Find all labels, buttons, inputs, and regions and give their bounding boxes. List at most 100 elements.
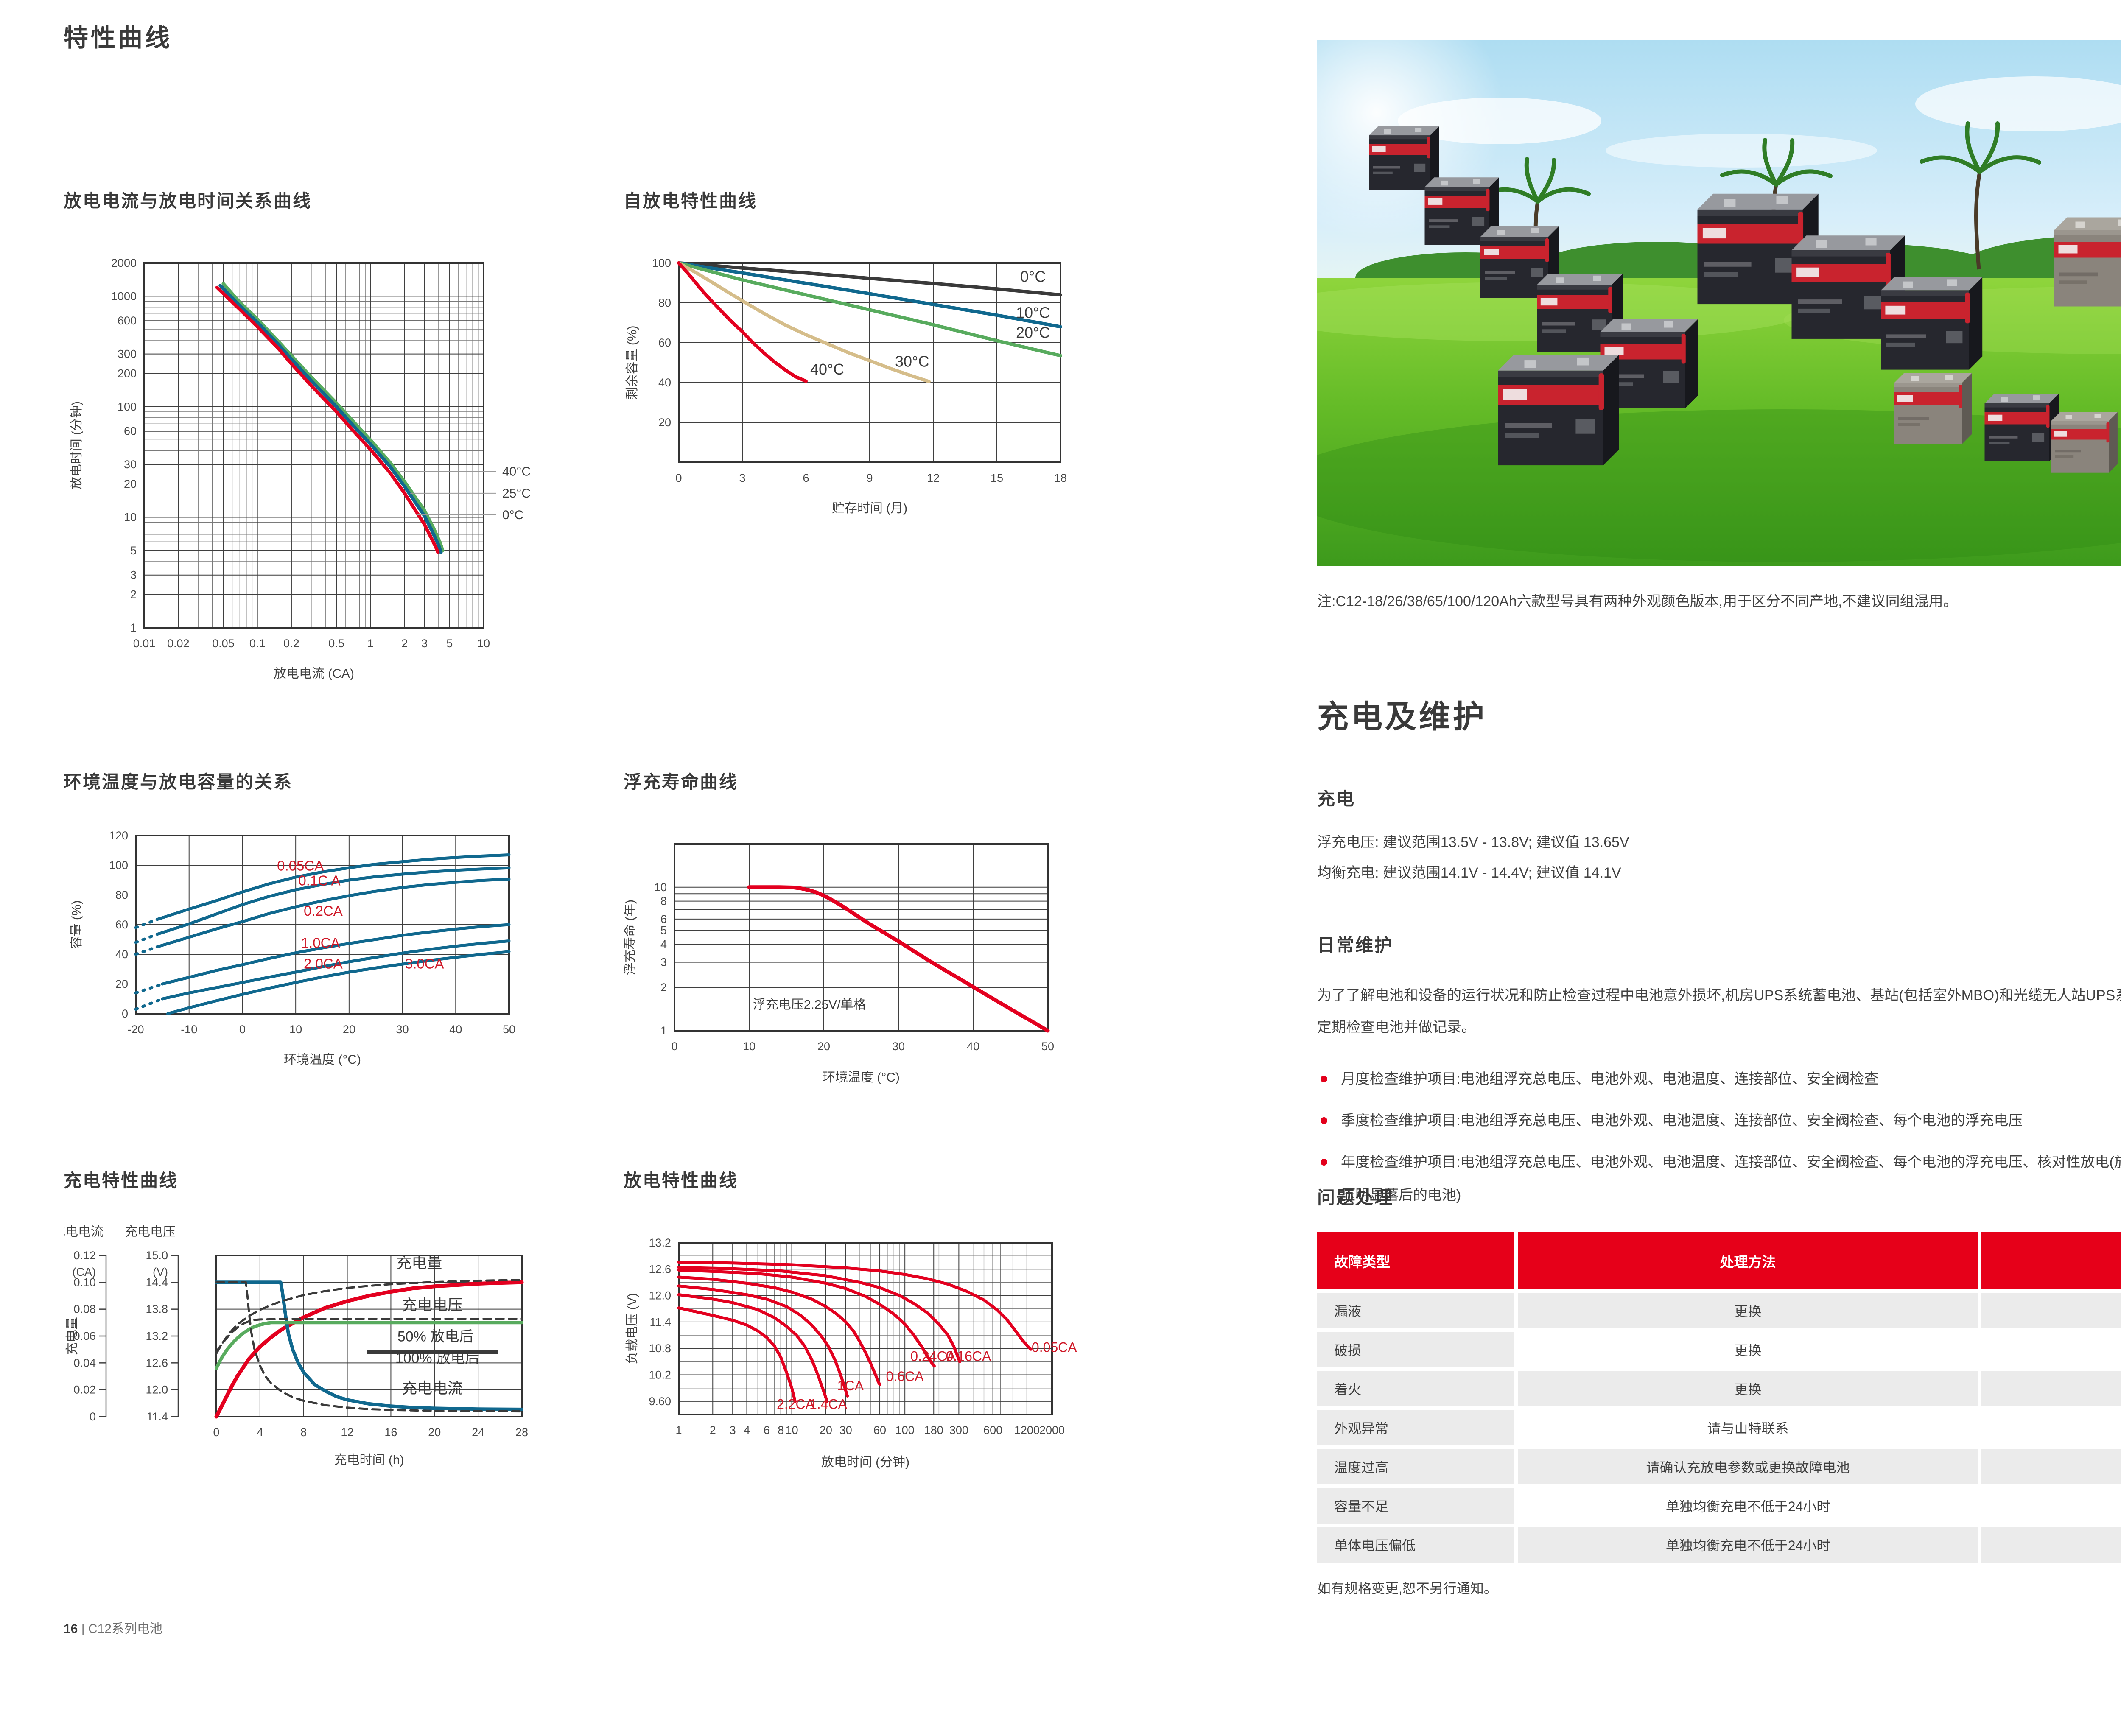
table-cell: 请与山特联系: [1518, 1410, 1978, 1445]
svg-text:5: 5: [130, 544, 137, 557]
svg-text:0.1C A: 0.1C A: [298, 872, 340, 888]
table-cell: 单体电压偏低: [1317, 1527, 1514, 1563]
table-cell: 更换: [1518, 1293, 1978, 1328]
footer-left-separator: |: [81, 1622, 85, 1636]
svg-text:0: 0: [675, 472, 682, 484]
troubleshooting-table: 故障类型 处理方法 备注 漏液 更换 破损 更换 着火 更换 请用干粉灭火器灭火…: [1317, 1232, 2121, 1563]
svg-text:50: 50: [503, 1023, 515, 1036]
svg-text:0.10: 0.10: [73, 1276, 96, 1289]
svg-text:600: 600: [983, 1424, 1002, 1437]
svg-text:0.05CA: 0.05CA: [277, 858, 324, 873]
svg-text:60: 60: [115, 918, 128, 931]
svg-text:12.6: 12.6: [649, 1263, 671, 1275]
svg-text:容量 (%): 容量 (%): [70, 900, 84, 949]
page-title: 特性曲线: [64, 24, 173, 52]
maintenance-bullet-monthly: 月度检查维护项目:电池组浮充总电压、电池外观、电池温度、连接部位、安全阀检查: [1317, 1062, 2121, 1096]
subheading-daily-maintenance: 日常维护: [1317, 935, 1394, 955]
svg-text:120: 120: [109, 829, 128, 842]
svg-text:1: 1: [675, 1424, 682, 1437]
svg-text:3: 3: [739, 472, 745, 484]
svg-text:3: 3: [660, 956, 667, 969]
svg-text:10: 10: [654, 881, 667, 894]
svg-text:28: 28: [515, 1426, 528, 1439]
svg-text:200: 200: [118, 367, 137, 380]
svg-text:18: 18: [1054, 472, 1067, 484]
svg-text:60: 60: [873, 1424, 886, 1437]
svg-text:1200: 1200: [1014, 1424, 1040, 1437]
maintenance-bullet-list: 月度检查维护项目:电池组浮充总电压、电池外观、电池温度、连接部位、安全阀检查 季…: [1317, 1062, 2121, 1220]
svg-text:80: 80: [658, 296, 671, 309]
svg-text:浮充电压2.25V/单格: 浮充电压2.25V/单格: [753, 998, 866, 1012]
svg-text:600: 600: [118, 314, 137, 327]
svg-text:1CA: 1CA: [837, 1378, 864, 1393]
svg-text:11.4: 11.4: [649, 1316, 671, 1328]
svg-text:300: 300: [949, 1424, 968, 1437]
maintenance-intro: 为了了解电池和设备的运行状况和防止检查过程中电池意外损坏,机房UPS系统蓄电池、…: [1317, 987, 2121, 1035]
svg-text:50% 放电后: 50% 放电后: [397, 1329, 474, 1345]
svg-text:8: 8: [300, 1426, 307, 1439]
svg-text:40: 40: [449, 1023, 462, 1036]
svg-text:浮充寿命 (年): 浮充寿命 (年): [624, 900, 637, 975]
svg-text:13.8: 13.8: [146, 1303, 168, 1316]
svg-text:30: 30: [892, 1040, 905, 1053]
svg-text:4: 4: [257, 1426, 263, 1439]
svg-text:10: 10: [786, 1424, 798, 1437]
svg-text:10.2: 10.2: [649, 1369, 671, 1381]
svg-text:100: 100: [895, 1424, 915, 1437]
svg-text:40°C: 40°C: [502, 464, 531, 478]
svg-text:0: 0: [90, 1410, 96, 1423]
svg-text:2.2CA: 2.2CA: [777, 1397, 815, 1412]
chart-title-temp-capacity: 环境温度与放电容量的关系: [64, 772, 293, 792]
svg-text:0.06: 0.06: [73, 1330, 96, 1342]
svg-text:100% 放电后: 100% 放电后: [395, 1350, 479, 1366]
svg-text:充电电压: 充电电压: [125, 1225, 176, 1239]
svg-text:1.4CA: 1.4CA: [809, 1397, 848, 1412]
svg-text:贮存时间 (月): 贮存时间 (月): [832, 501, 907, 515]
svg-text:40: 40: [967, 1040, 979, 1053]
footer-left-page-number: 16: [64, 1622, 78, 1636]
table-header-remark: 备注: [1981, 1232, 2121, 1289]
svg-text:16: 16: [384, 1426, 397, 1439]
svg-text:3: 3: [130, 569, 137, 581]
svg-text:1000: 1000: [111, 290, 137, 302]
svg-text:2.0CA: 2.0CA: [304, 956, 343, 971]
svg-text:25°C: 25°C: [502, 486, 531, 500]
svg-text:0.16CA: 0.16CA: [946, 1348, 991, 1364]
svg-text:充电电流: 充电电流: [402, 1379, 463, 1397]
svg-text:20: 20: [658, 416, 671, 429]
chart-discharge-current-vs-time: 0.01 0.02 0.05 0.1 0.2 0.5 1 2 3 5 101235102030601…: [70, 257, 531, 681]
chart-title-discharge-characteristic: 放电特性曲线: [624, 1171, 739, 1191]
svg-text:2: 2: [401, 637, 408, 650]
svg-text:0°C: 0°C: [1020, 268, 1046, 285]
svg-text:1.0CA: 1.0CA: [301, 935, 340, 950]
svg-text:0: 0: [122, 1007, 128, 1020]
svg-text:0: 0: [239, 1023, 246, 1036]
svg-text:0.2CA: 0.2CA: [304, 903, 343, 919]
svg-text:0.04: 0.04: [73, 1356, 96, 1369]
svg-text:0.02: 0.02: [73, 1384, 96, 1396]
table-cell: 外观异常: [1317, 1410, 1514, 1445]
svg-text:40°C: 40°C: [810, 361, 844, 378]
table-cell: 容量仍不足则更换: [1981, 1488, 2121, 1524]
svg-text:6: 6: [660, 913, 667, 925]
svg-text:环境温度 (°C): 环境温度 (°C): [823, 1071, 900, 1085]
svg-text:0.12: 0.12: [73, 1249, 96, 1262]
svg-text:2000: 2000: [1039, 1424, 1065, 1437]
chart-title-self-discharge: 自放电特性曲线: [624, 191, 758, 211]
footer-left-label: C12系列电池: [88, 1622, 162, 1636]
svg-text:环境温度 (°C): 环境温度 (°C): [284, 1053, 361, 1067]
table-cell: 请确认充放电参数或更换故障电池: [1518, 1449, 1978, 1484]
svg-text:1: 1: [130, 621, 137, 634]
svg-text:充电量: 充电量: [65, 1317, 79, 1355]
chart-self-discharge: 0 3 6 9 12 15 18 20 40 60 80 100 0°C 10°C 20°C 30°C 40°C…: [625, 257, 1067, 515]
subheading-troubleshooting: 问题处理: [1317, 1188, 1394, 1208]
svg-text:0: 0: [213, 1426, 219, 1439]
svg-text:充电电压: 充电电压: [402, 1296, 463, 1314]
svg-text:12.0: 12.0: [649, 1289, 671, 1302]
svg-text:60: 60: [658, 336, 671, 349]
table-cell: 破损: [1317, 1332, 1514, 1367]
svg-text:14.4: 14.4: [146, 1276, 168, 1289]
table-cell: 请用干粉灭火器灭火: [1981, 1371, 2121, 1406]
